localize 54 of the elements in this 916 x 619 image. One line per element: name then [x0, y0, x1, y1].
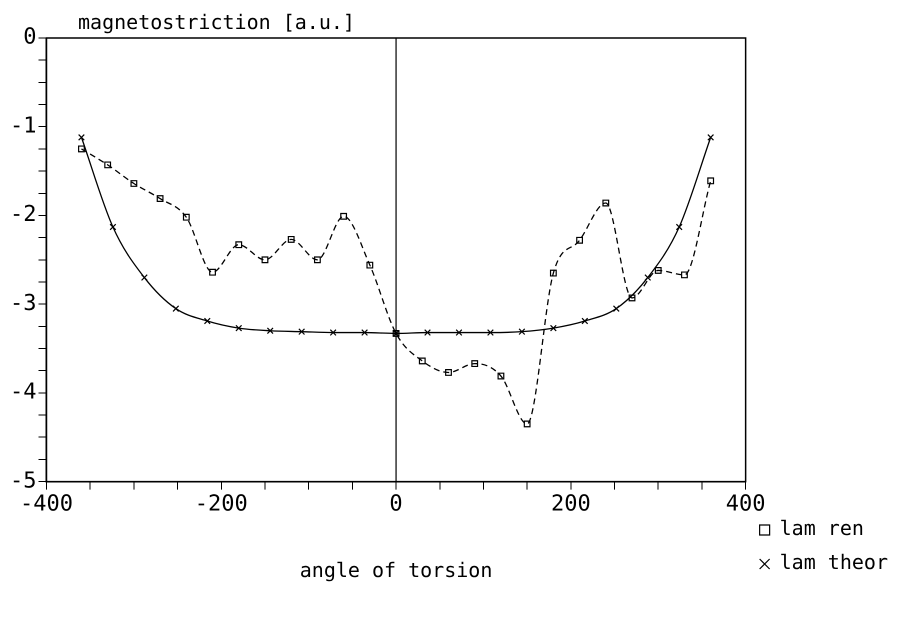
point [330, 329, 337, 336]
point [204, 318, 211, 324]
point [340, 212, 348, 220]
y-tick-label: 0 [23, 24, 36, 50]
point [681, 271, 688, 278]
x-tick-label: 200 [550, 492, 591, 517]
point [628, 294, 636, 302]
point [235, 241, 242, 248]
legend-label: lam theor [780, 550, 888, 574]
point [498, 372, 504, 380]
point [78, 134, 85, 141]
point [182, 214, 190, 221]
point [235, 324, 242, 332]
point [209, 268, 216, 276]
x-tick-label: 0 [389, 492, 403, 517]
point [581, 318, 588, 324]
point [298, 328, 306, 336]
point [109, 224, 116, 230]
point [524, 420, 531, 428]
point [550, 270, 557, 277]
point [550, 324, 557, 332]
x-axis-title: angle of torsion [300, 558, 492, 582]
point [518, 328, 526, 336]
point [445, 369, 452, 376]
point [654, 267, 662, 274]
point [288, 236, 295, 243]
point [78, 145, 85, 152]
point [418, 358, 426, 364]
x-tick-label: -400 [20, 492, 73, 517]
point [707, 134, 714, 141]
legend-label: lam ren [780, 516, 864, 540]
point [262, 256, 268, 264]
y-tick-label: -4 [10, 380, 36, 405]
y-tick-label: -2 [10, 202, 36, 228]
point [471, 360, 478, 368]
point [456, 329, 462, 336]
y-tick-label: -1 [10, 113, 36, 138]
point [707, 177, 714, 184]
point [487, 329, 494, 336]
y-tick-label: -5 [10, 468, 36, 494]
point [130, 180, 138, 187]
x-tick-label: -200 [194, 492, 248, 517]
point [361, 329, 368, 336]
y-axis-title: magnetostriction [a.u.] [78, 10, 355, 34]
point [104, 161, 112, 168]
y-tick-label: -3 [10, 290, 36, 316]
point [602, 200, 610, 206]
point [424, 329, 431, 336]
point [314, 256, 321, 264]
point [266, 327, 274, 334]
point [576, 236, 584, 244]
point [156, 195, 164, 202]
x-tick-label: 400 [726, 492, 766, 517]
point [366, 262, 374, 269]
